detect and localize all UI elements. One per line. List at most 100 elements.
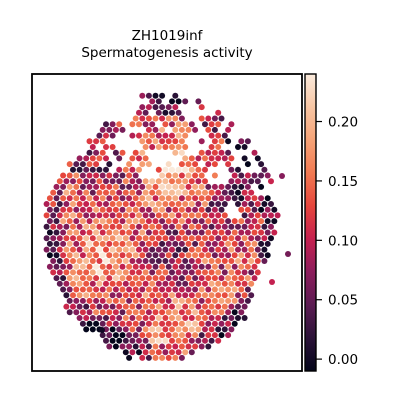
spot xyxy=(99,275,106,282)
spot xyxy=(119,343,126,350)
spot xyxy=(73,229,80,236)
spot xyxy=(132,332,139,339)
spot xyxy=(231,297,238,304)
spot xyxy=(116,212,123,219)
spot xyxy=(182,315,189,321)
spot xyxy=(56,201,63,207)
spot xyxy=(221,315,228,321)
spot xyxy=(43,201,50,207)
spot xyxy=(145,332,152,339)
spot xyxy=(185,161,192,168)
spot xyxy=(83,269,90,276)
spot xyxy=(188,258,195,264)
spot xyxy=(162,121,169,128)
spot xyxy=(76,315,83,321)
spot xyxy=(169,201,175,207)
spot xyxy=(145,343,152,350)
spot xyxy=(162,166,169,173)
spot xyxy=(192,286,199,293)
spot xyxy=(56,223,63,230)
spot xyxy=(178,297,185,304)
spot xyxy=(155,166,162,173)
spot xyxy=(112,252,119,259)
spot xyxy=(192,320,199,327)
spot xyxy=(254,178,261,185)
spot xyxy=(221,155,228,162)
spot xyxy=(129,303,136,310)
spot xyxy=(76,235,83,242)
spot xyxy=(76,269,83,276)
spot xyxy=(208,269,215,276)
spot xyxy=(244,195,251,202)
spot xyxy=(109,326,116,333)
spot xyxy=(178,263,185,270)
spot xyxy=(89,326,96,333)
spot xyxy=(221,132,228,139)
spot xyxy=(116,303,123,310)
spot xyxy=(86,218,93,225)
spot xyxy=(165,297,172,304)
spot xyxy=(211,138,218,145)
spot xyxy=(182,189,189,196)
spot xyxy=(109,303,116,310)
spot xyxy=(86,161,93,168)
spot xyxy=(109,132,116,139)
spot xyxy=(76,223,83,230)
spot xyxy=(66,218,73,225)
spot xyxy=(182,178,189,185)
spot xyxy=(66,309,73,316)
spot xyxy=(152,115,159,122)
spot xyxy=(132,115,139,122)
spot xyxy=(211,206,218,213)
spot xyxy=(93,229,100,236)
spot xyxy=(43,235,50,242)
spot xyxy=(145,161,152,168)
spot xyxy=(185,229,192,236)
spot xyxy=(175,326,182,333)
spot xyxy=(208,223,215,230)
spot xyxy=(109,223,116,230)
spot xyxy=(221,326,228,333)
spot xyxy=(162,223,169,230)
spot xyxy=(235,258,241,264)
spot xyxy=(129,258,136,264)
spot xyxy=(162,235,169,242)
spot xyxy=(188,166,195,173)
spot xyxy=(169,349,175,356)
spot xyxy=(149,212,156,219)
spot xyxy=(172,252,179,259)
spot xyxy=(119,275,126,282)
spot xyxy=(145,320,152,327)
spot xyxy=(136,246,142,253)
spot xyxy=(258,195,265,202)
spot xyxy=(192,275,199,282)
spot xyxy=(136,155,142,162)
spot xyxy=(152,126,159,133)
spot xyxy=(136,212,142,219)
spot xyxy=(46,252,53,259)
spot xyxy=(208,303,215,310)
spot xyxy=(165,309,172,316)
spot xyxy=(63,235,70,242)
spot xyxy=(43,246,50,253)
spot xyxy=(188,178,195,185)
spot xyxy=(93,206,100,213)
spot xyxy=(159,229,166,236)
spot xyxy=(76,303,83,310)
spot xyxy=(119,320,126,327)
spot xyxy=(53,218,60,225)
spot xyxy=(76,166,83,173)
spot xyxy=(159,115,166,122)
spot xyxy=(129,246,136,253)
spot xyxy=(99,195,106,202)
spot xyxy=(244,218,251,225)
spot xyxy=(73,195,80,202)
spot xyxy=(221,223,228,230)
spot xyxy=(198,252,205,259)
spot xyxy=(50,189,57,196)
spot xyxy=(142,269,149,276)
spot xyxy=(132,183,139,190)
spot xyxy=(93,252,100,259)
spot xyxy=(225,297,232,304)
spot xyxy=(136,349,142,356)
